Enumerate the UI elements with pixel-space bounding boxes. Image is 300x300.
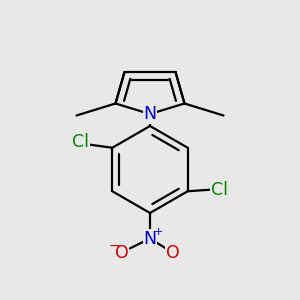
Text: O: O [115,244,128,262]
Text: N: N [143,230,157,247]
Text: +: + [154,227,163,237]
Text: O: O [166,244,179,262]
Text: −: − [108,239,120,253]
Text: Cl: Cl [72,133,89,151]
Text: N: N [143,105,157,123]
Text: Cl: Cl [211,181,228,199]
